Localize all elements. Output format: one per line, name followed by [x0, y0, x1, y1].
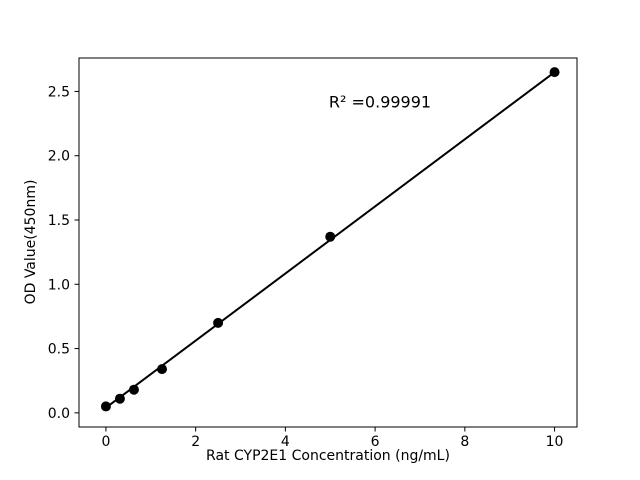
x-tick-label: 4: [281, 434, 290, 450]
y-tick-label: 0.5: [48, 342, 70, 358]
data-point: [325, 231, 336, 242]
data-point: [100, 401, 111, 412]
data-point: [213, 317, 224, 328]
x-tick-label: 8: [460, 434, 469, 450]
y-tick-label: 0.0: [48, 406, 70, 422]
data-point: [157, 364, 167, 375]
data-point: [128, 384, 139, 395]
y-tick-label: 1.5: [48, 213, 70, 229]
plot-frame: [78, 57, 578, 428]
y-tick-label: 2.0: [48, 149, 70, 165]
x-tick-label: 10: [546, 434, 564, 450]
y-tick-label: 1.0: [48, 277, 70, 293]
data-point: [114, 393, 125, 404]
y-tick-label: 2.5: [48, 84, 70, 100]
x-tick-label: 2: [191, 434, 200, 450]
x-tick-label: 0: [101, 434, 110, 450]
data-point: [549, 67, 560, 78]
x-tick-label: 6: [371, 434, 380, 450]
